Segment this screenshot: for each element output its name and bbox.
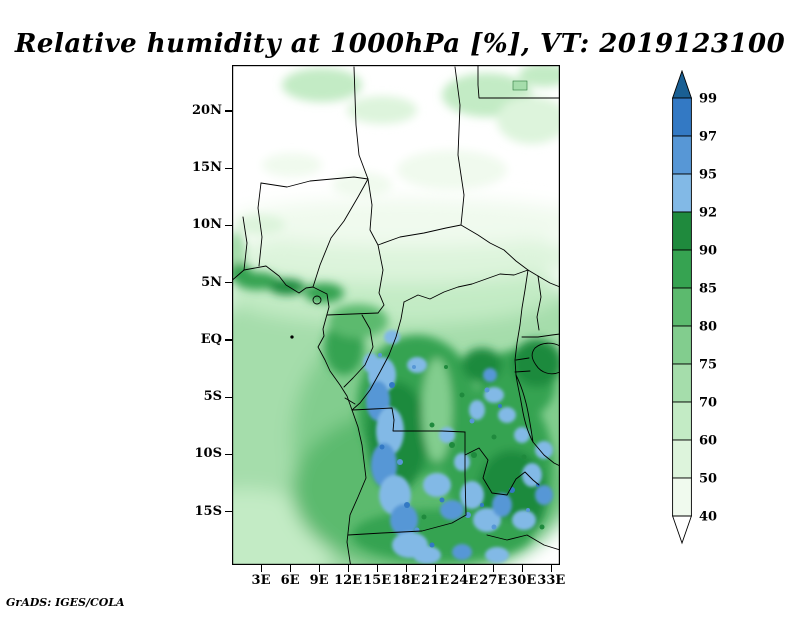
colorbar-segment [672,363,692,403]
y-tick-label: 20N [192,102,222,118]
x-tickmark [521,565,523,572]
colorbar-label: 70 [699,396,717,411]
contour-field [232,65,560,565]
colorbar-segment [672,325,692,365]
x-tick-label: 9E [309,573,329,588]
x-tickmark [463,565,465,572]
plot-title: Relative humidity at 1000hPa [%], VT: 20… [14,29,786,60]
x-tick-label: 30E [508,573,537,588]
y-tickmark [225,167,232,169]
y-tickmark [225,110,232,112]
x-tick-label: 33E [537,573,566,588]
x-tick-label: 15E [363,573,392,588]
colorbar-svg: 99 97 95 92 90 85 80 75 70 60 50 40 [671,69,717,545]
y-tickmark [225,339,232,341]
x-tickmark [434,565,436,572]
y-tick-label: 5S [203,389,222,405]
colorbar-label: 95 [699,168,717,183]
y-tick-label: 15N [192,160,222,176]
colorbar-segment [672,173,692,213]
colorbar-bottom-arrow [671,515,693,545]
x-tickmark [260,565,262,572]
x-tick-label: 6E [280,573,300,588]
colorbar-label: 75 [699,358,717,373]
colorbar-segment [672,477,692,517]
coastline [232,265,367,565]
x-tickmark [550,565,552,572]
colorbar-segment [672,401,692,441]
x-tickmark [347,565,349,572]
y-tick-label: 15S [194,503,222,519]
x-tickmark [492,565,494,572]
colorbar-segment [672,249,692,289]
x-tick-label: 24E [450,573,479,588]
colorbar-label: 97 [699,130,717,145]
colorbar-segment [672,135,692,175]
colorbar-label: 90 [699,244,717,259]
y-tick-label: EQ [200,331,222,347]
y-tickmark [225,396,232,398]
x-tickmark [289,565,291,572]
colorbar-label: 40 [699,510,717,525]
y-tickmark [225,511,232,513]
country-borders [232,65,560,565]
sao-tome-island [290,335,294,339]
y-tickmark [225,453,232,456]
x-tick-label: 18E [392,573,421,588]
colorbar-label: 60 [699,434,717,449]
map-frame [232,65,560,565]
x-tick-label: 12E [334,573,363,588]
lake-tanganyika [515,374,534,443]
colorbar-segment [672,211,692,251]
colorbar-label: 92 [699,206,717,221]
grads-credit: GrADS: IGES/COLA [6,596,125,609]
colorbar-label: 50 [699,472,717,487]
x-tick-label: 3E [251,573,271,588]
bioko-island [312,295,322,305]
colorbar-segment [672,287,692,327]
colorbar-segment [672,439,692,479]
colorbar-label: 85 [699,282,717,297]
speckles [378,80,545,548]
lake-victoria [531,342,560,375]
map-area [232,65,560,565]
humidity-map [232,65,560,565]
y-tick-label: 5N [201,274,222,290]
x-tick-label: 27E [479,573,508,588]
x-tick-label: 21E [421,573,450,588]
y-tick-label: 10N [192,217,222,233]
x-tickmark [405,565,407,572]
x-tickmark [376,565,378,572]
colorbar-label: 99 [699,92,717,107]
y-tickmark [225,282,232,284]
colorbar-top-arrow [671,69,693,99]
colorbar: 99 97 95 92 90 85 80 75 70 60 50 40 [671,69,742,550]
y-tick-label: 10S [194,446,222,462]
y-tickmark [225,224,232,227]
colorbar-segment [672,97,692,137]
colorbar-label: 80 [699,320,717,335]
x-tickmark [318,565,320,572]
